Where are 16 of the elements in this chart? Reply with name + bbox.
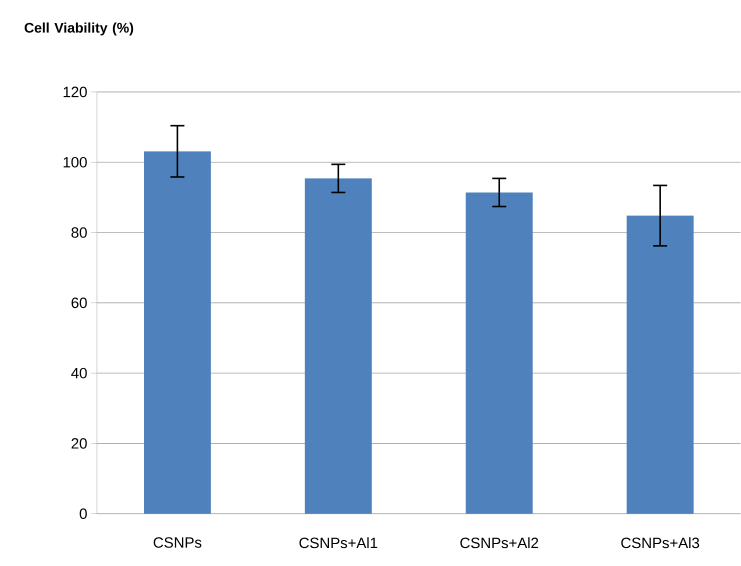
x-tick-label: CSNPs [154,537,202,548]
bar [144,151,211,514]
y-tick-label: 0 [80,508,87,520]
y-tick-label: 20 [72,438,87,449]
x-tick-label: CSNPs+Al2 [460,537,538,548]
y-axis-title: Cell Viability (%) [24,22,134,36]
x-tick-label: CSNPs+Al1 [299,537,378,548]
bar [304,178,372,514]
y-tick-label: 100 [64,157,87,168]
y-tick-label: 120 [64,86,87,98]
y-tick-label: 80 [71,227,87,238]
y-tick-label: 60 [72,298,87,308]
x-tick-label: CSNPs+Al3 [621,537,700,548]
y-tick-label: 40 [71,368,87,379]
bar [466,192,533,514]
bar [626,216,694,514]
